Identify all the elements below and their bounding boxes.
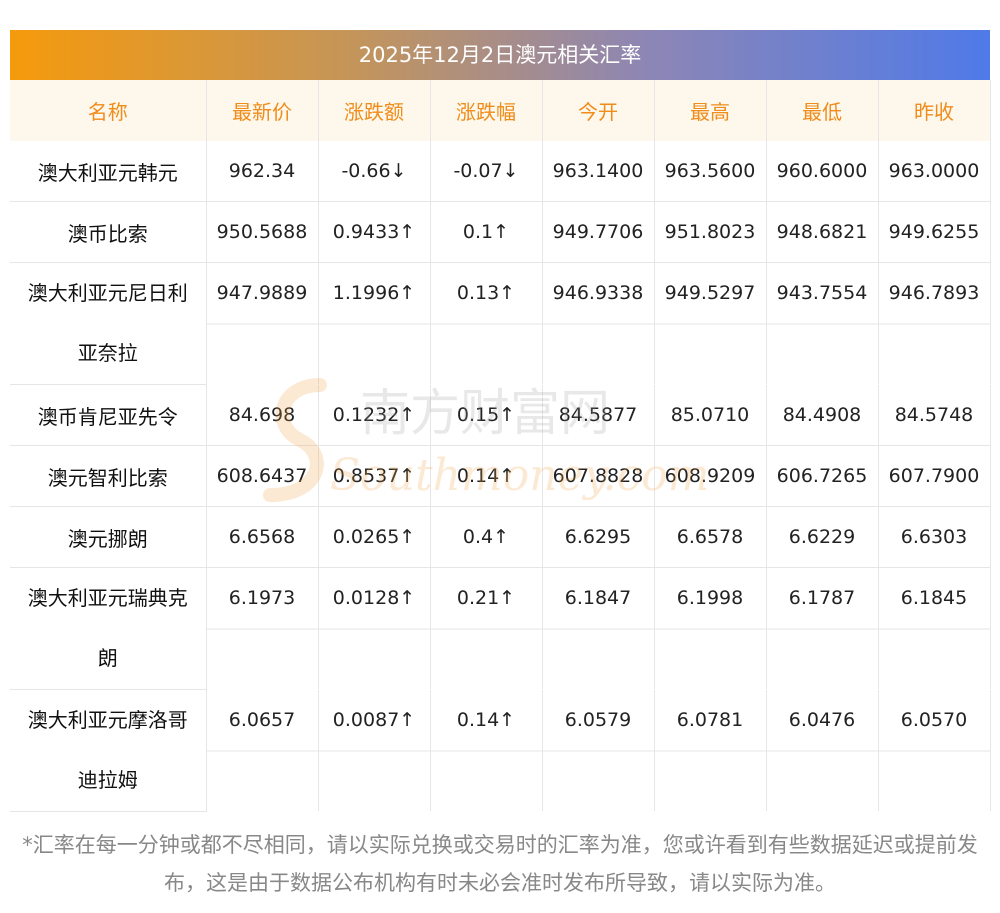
table-row: 澳元智利比索 608.6437 0.8537↑ 0.14↑ 607.8828 608.92… bbox=[10, 445, 991, 507]
cell-latest: 6.6568 bbox=[206, 506, 319, 568]
cell-currency-name: 澳币肯尼亚先令 bbox=[10, 384, 207, 446]
cell-latest: 608.6437 bbox=[206, 445, 319, 507]
cell-low: 84.4908 bbox=[766, 384, 879, 446]
column-header-name: 名称 bbox=[10, 80, 207, 141]
cell-change: 0.8537↑ bbox=[318, 445, 431, 507]
cell-open: 6.1847 bbox=[542, 567, 655, 690]
cell-currency-name: 澳元挪朗 bbox=[10, 506, 207, 568]
page-title: 2025年12月2日澳元相关汇率 bbox=[10, 30, 990, 80]
column-header-low: 最低 bbox=[766, 80, 879, 141]
cell-change: 0.0265↑ bbox=[318, 506, 431, 568]
cell-prev-close: 946.7893 bbox=[878, 262, 991, 385]
cell-prev-close: 607.7900 bbox=[878, 445, 991, 507]
cell-change: 1.1996↑ bbox=[318, 262, 431, 385]
cell-percent: 0.15↑ bbox=[430, 384, 543, 446]
cell-currency-name: 澳元智利比索 bbox=[10, 445, 207, 507]
cell-high: 608.9209 bbox=[654, 445, 767, 507]
cell-high: 6.0781 bbox=[654, 689, 767, 812]
cell-latest: 950.5688 bbox=[206, 201, 319, 263]
column-header-high: 最高 bbox=[654, 80, 767, 141]
cell-low: 6.0476 bbox=[766, 689, 879, 812]
cell-high: 6.6578 bbox=[654, 506, 767, 568]
column-header-prev-close: 昨收 bbox=[878, 80, 991, 141]
cell-high: 85.0710 bbox=[654, 384, 767, 446]
cell-prev-close: 6.6303 bbox=[878, 506, 991, 568]
cell-latest: 6.1973 bbox=[206, 567, 319, 690]
table-row: 澳大利亚元尼日利亚奈拉 947.9889 1.1996↑ 0.13↑ 946.9338 9… bbox=[10, 262, 991, 385]
cell-change: 0.0128↑ bbox=[318, 567, 431, 690]
column-header-latest: 最新价 bbox=[206, 80, 319, 141]
table-header-row: 名称 最新价 涨跌额 涨跌幅 今开 最高 最低 昨收 bbox=[10, 80, 991, 141]
column-header-percent: 涨跌幅 bbox=[430, 80, 543, 141]
cell-high: 6.1998 bbox=[654, 567, 767, 690]
cell-prev-close: 949.6255 bbox=[878, 201, 991, 263]
table-row: 澳大利亚元韩元 962.34 -0.66↓ -0.07↓ 963.1400 963.560… bbox=[10, 141, 991, 202]
cell-high: 951.8023 bbox=[654, 201, 767, 263]
cell-low: 960.6000 bbox=[766, 141, 879, 202]
cell-currency-name: 澳大利亚元尼日利亚奈拉 bbox=[10, 262, 207, 385]
cell-prev-close: 963.0000 bbox=[878, 141, 991, 202]
cell-currency-name: 澳币比索 bbox=[10, 201, 207, 263]
table-row: 澳大利亚元摩洛哥迪拉姆 6.0657 0.0087↑ 0.14↑ 6.0579 6.078… bbox=[10, 689, 991, 812]
cell-low: 6.6229 bbox=[766, 506, 879, 568]
cell-percent: 0.4↑ bbox=[430, 506, 543, 568]
cell-change: 0.1232↑ bbox=[318, 384, 431, 446]
table-row: 澳元挪朗 6.6568 0.0265↑ 0.4↑ 6.6295 6.6578 6.6229 6… bbox=[10, 506, 991, 568]
cell-low: 606.7265 bbox=[766, 445, 879, 507]
cell-percent: 0.14↑ bbox=[430, 689, 543, 812]
cell-change: -0.66↓ bbox=[318, 141, 431, 202]
cell-high: 949.5297 bbox=[654, 262, 767, 385]
cell-percent: 0.13↑ bbox=[430, 262, 543, 385]
cell-latest: 6.0657 bbox=[206, 689, 319, 812]
cell-open: 84.5877 bbox=[542, 384, 655, 446]
cell-latest: 947.9889 bbox=[206, 262, 319, 385]
cell-open: 6.6295 bbox=[542, 506, 655, 568]
cell-latest: 84.698 bbox=[206, 384, 319, 446]
table-row: 澳大利亚元瑞典克朗 6.1973 0.0128↑ 0.21↑ 6.1847 6.1998 6… bbox=[10, 567, 991, 690]
cell-low: 6.1787 bbox=[766, 567, 879, 690]
table-row: 澳币肯尼亚先令 84.698 0.1232↑ 0.15↑ 84.5877 85.0710 8… bbox=[10, 384, 991, 446]
column-header-change: 涨跌额 bbox=[318, 80, 431, 141]
cell-prev-close: 84.5748 bbox=[878, 384, 991, 446]
exchange-rate-table: 名称 最新价 涨跌额 涨跌幅 今开 最高 最低 昨收 澳大利亚元韩元 962.34… bbox=[10, 80, 991, 812]
cell-low: 948.6821 bbox=[766, 201, 879, 263]
cell-change: 0.9433↑ bbox=[318, 201, 431, 263]
cell-percent: -0.07↓ bbox=[430, 141, 543, 202]
cell-open: 946.9338 bbox=[542, 262, 655, 385]
cell-percent: 0.21↑ bbox=[430, 567, 543, 690]
cell-currency-name: 澳大利亚元瑞典克朗 bbox=[10, 567, 207, 690]
cell-high: 963.5600 bbox=[654, 141, 767, 202]
column-header-open: 今开 bbox=[542, 80, 655, 141]
cell-currency-name: 澳大利亚元韩元 bbox=[10, 141, 207, 202]
cell-low: 943.7554 bbox=[766, 262, 879, 385]
cell-latest: 962.34 bbox=[206, 141, 319, 202]
cell-open: 963.1400 bbox=[542, 141, 655, 202]
cell-percent: 0.1↑ bbox=[430, 201, 543, 263]
disclaimer-footnote: *汇率在每一分钟或都不尽相同，请以实际兑换或交易时的汇率为准，您或许看到有些数据… bbox=[22, 833, 978, 895]
cell-prev-close: 6.1845 bbox=[878, 567, 991, 690]
cell-currency-name: 澳大利亚元摩洛哥迪拉姆 bbox=[10, 689, 207, 812]
cell-percent: 0.14↑ bbox=[430, 445, 543, 507]
cell-open: 607.8828 bbox=[542, 445, 655, 507]
cell-change: 0.0087↑ bbox=[318, 689, 431, 812]
cell-open: 949.7706 bbox=[542, 201, 655, 263]
table-row: 澳币比索 950.5688 0.9433↑ 0.1↑ 949.7706 951.8023 9… bbox=[10, 201, 991, 263]
cell-prev-close: 6.0570 bbox=[878, 689, 991, 812]
cell-open: 6.0579 bbox=[542, 689, 655, 812]
